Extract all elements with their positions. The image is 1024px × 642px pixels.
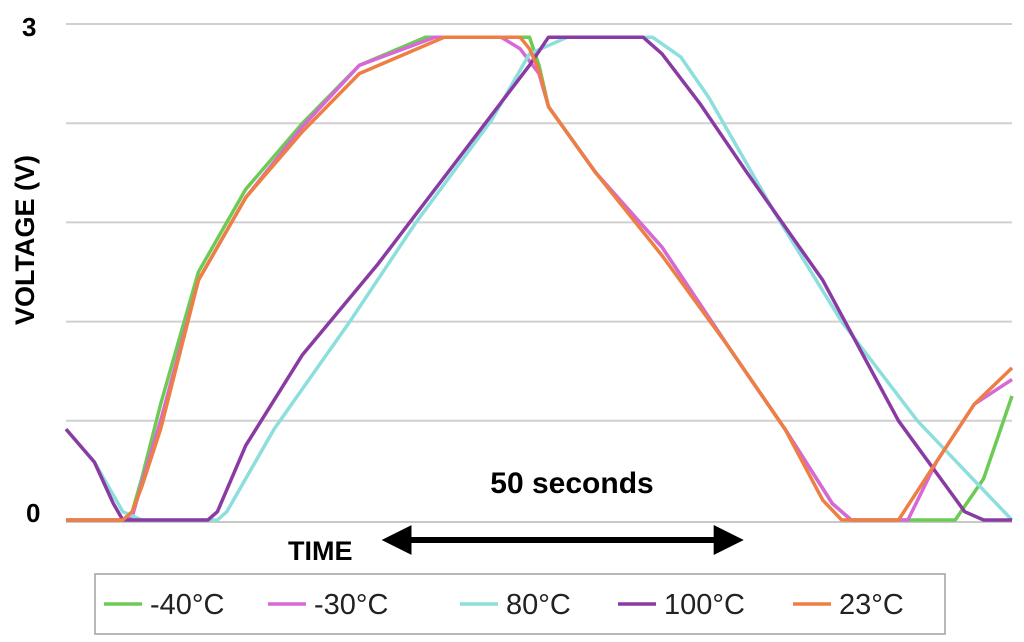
series-line-1	[66, 35, 1013, 522]
x-axis-label: TIME	[288, 536, 353, 566]
series-lines	[64, 35, 1014, 522]
series-line-0	[66, 35, 1014, 522]
y-axis-label: VOLTAGE (V)	[10, 155, 40, 325]
y-tick-label-min: 0	[26, 498, 40, 528]
legend-label-2: 80°C	[506, 589, 571, 621]
legend: -40°C -30°C 80°C 100°C 23°C	[104, 589, 904, 621]
series-line-2	[64, 35, 1014, 522]
legend-label-1: -30°C	[314, 589, 388, 621]
series-line-3	[64, 35, 1012, 522]
series-line-4	[66, 35, 1014, 522]
y-tick-label-max: 3	[22, 12, 36, 42]
legend-label-3: 100°C	[664, 589, 745, 621]
duration-annotation-label: 50 seconds	[490, 467, 653, 500]
grid-lines	[66, 23, 1012, 422]
legend-label-0: -40°C	[150, 589, 224, 621]
legend-label-4: 23°C	[839, 589, 904, 621]
